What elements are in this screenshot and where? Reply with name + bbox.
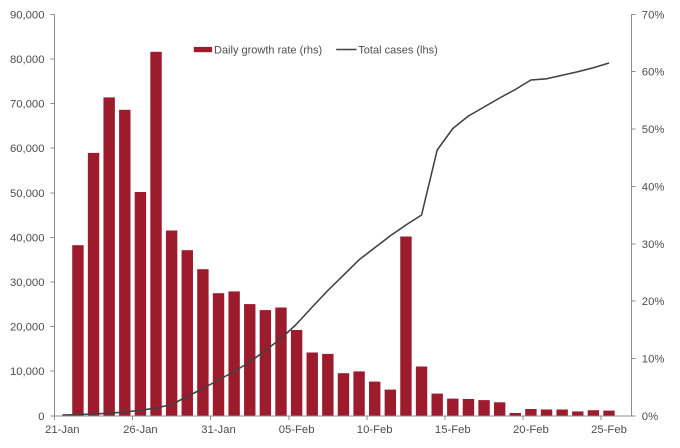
svg-text:20,000: 20,000 xyxy=(10,322,45,334)
svg-text:0%: 0% xyxy=(642,411,658,423)
svg-text:15-Feb: 15-Feb xyxy=(435,424,471,436)
svg-text:Daily growth rate (rhs): Daily growth rate (rhs) xyxy=(214,44,322,56)
svg-text:26-Jan: 26-Jan xyxy=(123,424,158,436)
svg-text:31-Jan: 31-Jan xyxy=(201,424,236,436)
svg-text:05-Feb: 05-Feb xyxy=(279,424,315,436)
svg-text:50,000: 50,000 xyxy=(10,188,45,200)
svg-text:20%: 20% xyxy=(642,296,665,308)
svg-text:60%: 60% xyxy=(642,67,665,79)
svg-text:0: 0 xyxy=(38,411,44,423)
svg-text:30%: 30% xyxy=(642,239,665,251)
svg-text:40,000: 40,000 xyxy=(10,232,45,244)
svg-text:10-Feb: 10-Feb xyxy=(357,424,393,436)
svg-text:Total cases (lhs): Total cases (lhs) xyxy=(358,44,437,56)
svg-text:21-Jan: 21-Jan xyxy=(45,424,80,436)
svg-text:70%: 70% xyxy=(642,9,665,21)
svg-text:40%: 40% xyxy=(642,181,665,193)
svg-text:25-Feb: 25-Feb xyxy=(591,424,627,436)
svg-text:50%: 50% xyxy=(642,124,665,136)
svg-text:60,000: 60,000 xyxy=(10,143,45,155)
svg-text:30,000: 30,000 xyxy=(10,277,45,289)
svg-text:10%: 10% xyxy=(642,354,665,366)
svg-text:20-Feb: 20-Feb xyxy=(513,424,549,436)
svg-text:10,000: 10,000 xyxy=(10,366,45,378)
svg-text:70,000: 70,000 xyxy=(10,99,45,111)
svg-text:90,000: 90,000 xyxy=(10,9,45,21)
svg-text:80,000: 80,000 xyxy=(10,54,45,66)
